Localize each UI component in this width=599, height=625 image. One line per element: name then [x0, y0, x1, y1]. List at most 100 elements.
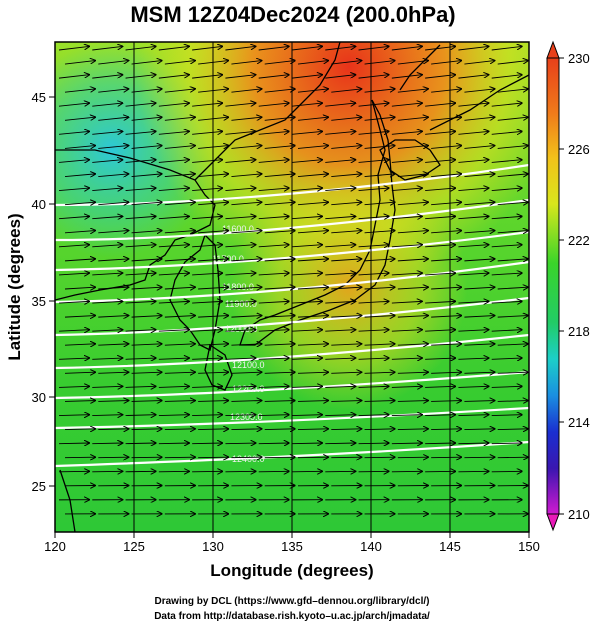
wind-vector [497, 457, 528, 458]
wind-vector [231, 344, 261, 345]
wind-vector [158, 216, 189, 218]
wind-vector [125, 75, 156, 79]
wind-vector [225, 160, 255, 163]
x-axis: 120 125 130 135 140 145 150 Longitude (d… [44, 532, 540, 580]
wind-vector [125, 216, 156, 218]
wind-vector [92, 415, 122, 416]
wind-vector [225, 131, 255, 134]
wind-vector [397, 372, 428, 373]
wind-vector [58, 358, 89, 359]
wind-vector [231, 287, 261, 289]
wind-vector [192, 301, 222, 303]
wind-vector [391, 131, 422, 134]
wind-vector [291, 386, 322, 387]
wind-vector [331, 457, 361, 458]
wind-vector [125, 386, 156, 387]
footer-credit: Drawing by DCL (https://www.gfd–dennou.o… [154, 596, 429, 607]
contour-label: 12400.0 [232, 454, 265, 464]
wind-vector [225, 415, 255, 416]
wind-vector [431, 401, 461, 402]
wind-vector [397, 344, 428, 345]
wind-vector [225, 273, 255, 275]
wind-vector [397, 401, 428, 402]
wind-vector [364, 401, 395, 402]
wind-vector [125, 160, 156, 163]
wind-vector [364, 117, 395, 121]
wind-vector [98, 61, 128, 65]
wind-vector [225, 358, 255, 359]
wind-vector [297, 146, 328, 149]
wind-vector [325, 273, 355, 275]
wind-vector [125, 245, 156, 247]
wind-vector [397, 117, 428, 121]
wind-vector [258, 358, 289, 359]
wind-vector [325, 160, 355, 163]
wind-vector [431, 174, 461, 177]
wind-vector [325, 415, 355, 416]
wind-vector [92, 386, 122, 387]
wind-vector [58, 415, 89, 416]
x-tick-marks [54, 532, 530, 538]
wind-vector [98, 202, 128, 204]
wind-vector [231, 117, 261, 121]
wind-vector [225, 301, 255, 303]
wind-vector [125, 330, 156, 331]
wind-vector [291, 75, 322, 79]
wind-vector [325, 131, 355, 134]
contour-label: 12200.0 [232, 384, 265, 394]
wind-vector [158, 301, 189, 303]
wind-vector [431, 89, 461, 93]
wind-vector [497, 287, 528, 289]
wind-vector [58, 131, 89, 134]
wind-vector [297, 117, 328, 121]
wind-vector [158, 75, 189, 79]
wind-vector [491, 386, 522, 387]
wind-vector [291, 46, 322, 51]
wind-vector [425, 443, 455, 444]
wind-vector [331, 259, 361, 261]
wind-vector [397, 429, 428, 430]
wind-vector [158, 160, 189, 163]
colorbar-tick-label: 218 [568, 324, 590, 339]
x-axis-label: Longitude (degrees) [210, 561, 373, 580]
wind-vector [98, 372, 128, 373]
wind-vector [231, 202, 261, 204]
wind-vector [125, 188, 156, 191]
y-tick-label: 40 [32, 197, 46, 212]
wind-vector [64, 287, 95, 289]
wind-vector [364, 372, 395, 373]
wind-vector [497, 344, 528, 345]
wind-vector [64, 89, 95, 93]
wind-vector [458, 188, 488, 191]
wind-vector [231, 89, 261, 93]
wind-vector [58, 216, 89, 218]
wind-vector [391, 188, 422, 191]
wind-vector [391, 415, 422, 416]
x-tick-label: 145 [439, 539, 461, 554]
wind-vector [431, 117, 461, 121]
russia-coast [194, 42, 341, 181]
wind-vector [164, 457, 195, 458]
wind-vector [291, 330, 322, 331]
wind-vector [297, 202, 328, 204]
wind-vector [331, 61, 361, 65]
y-tick-marks [49, 96, 55, 487]
wind-vector [264, 174, 295, 177]
wind-vector [364, 287, 395, 289]
wind-vector [164, 259, 195, 261]
wind-vector [158, 443, 189, 444]
wind-vector [358, 386, 389, 387]
wind-vector [464, 344, 494, 345]
wind-vector [397, 231, 428, 233]
wind-vector [131, 372, 162, 373]
wind-vector [391, 273, 422, 275]
x-tick-label: 130 [202, 539, 224, 554]
wind-vector [491, 443, 522, 444]
sakhalin-coast [399, 44, 441, 91]
wind-vector [491, 103, 522, 107]
y-tick-label: 45 [32, 90, 46, 105]
wind-vector [264, 401, 295, 402]
wind-vector [58, 245, 89, 247]
wind-vector [58, 160, 89, 163]
colorbar-tick-label: 226 [568, 142, 590, 157]
